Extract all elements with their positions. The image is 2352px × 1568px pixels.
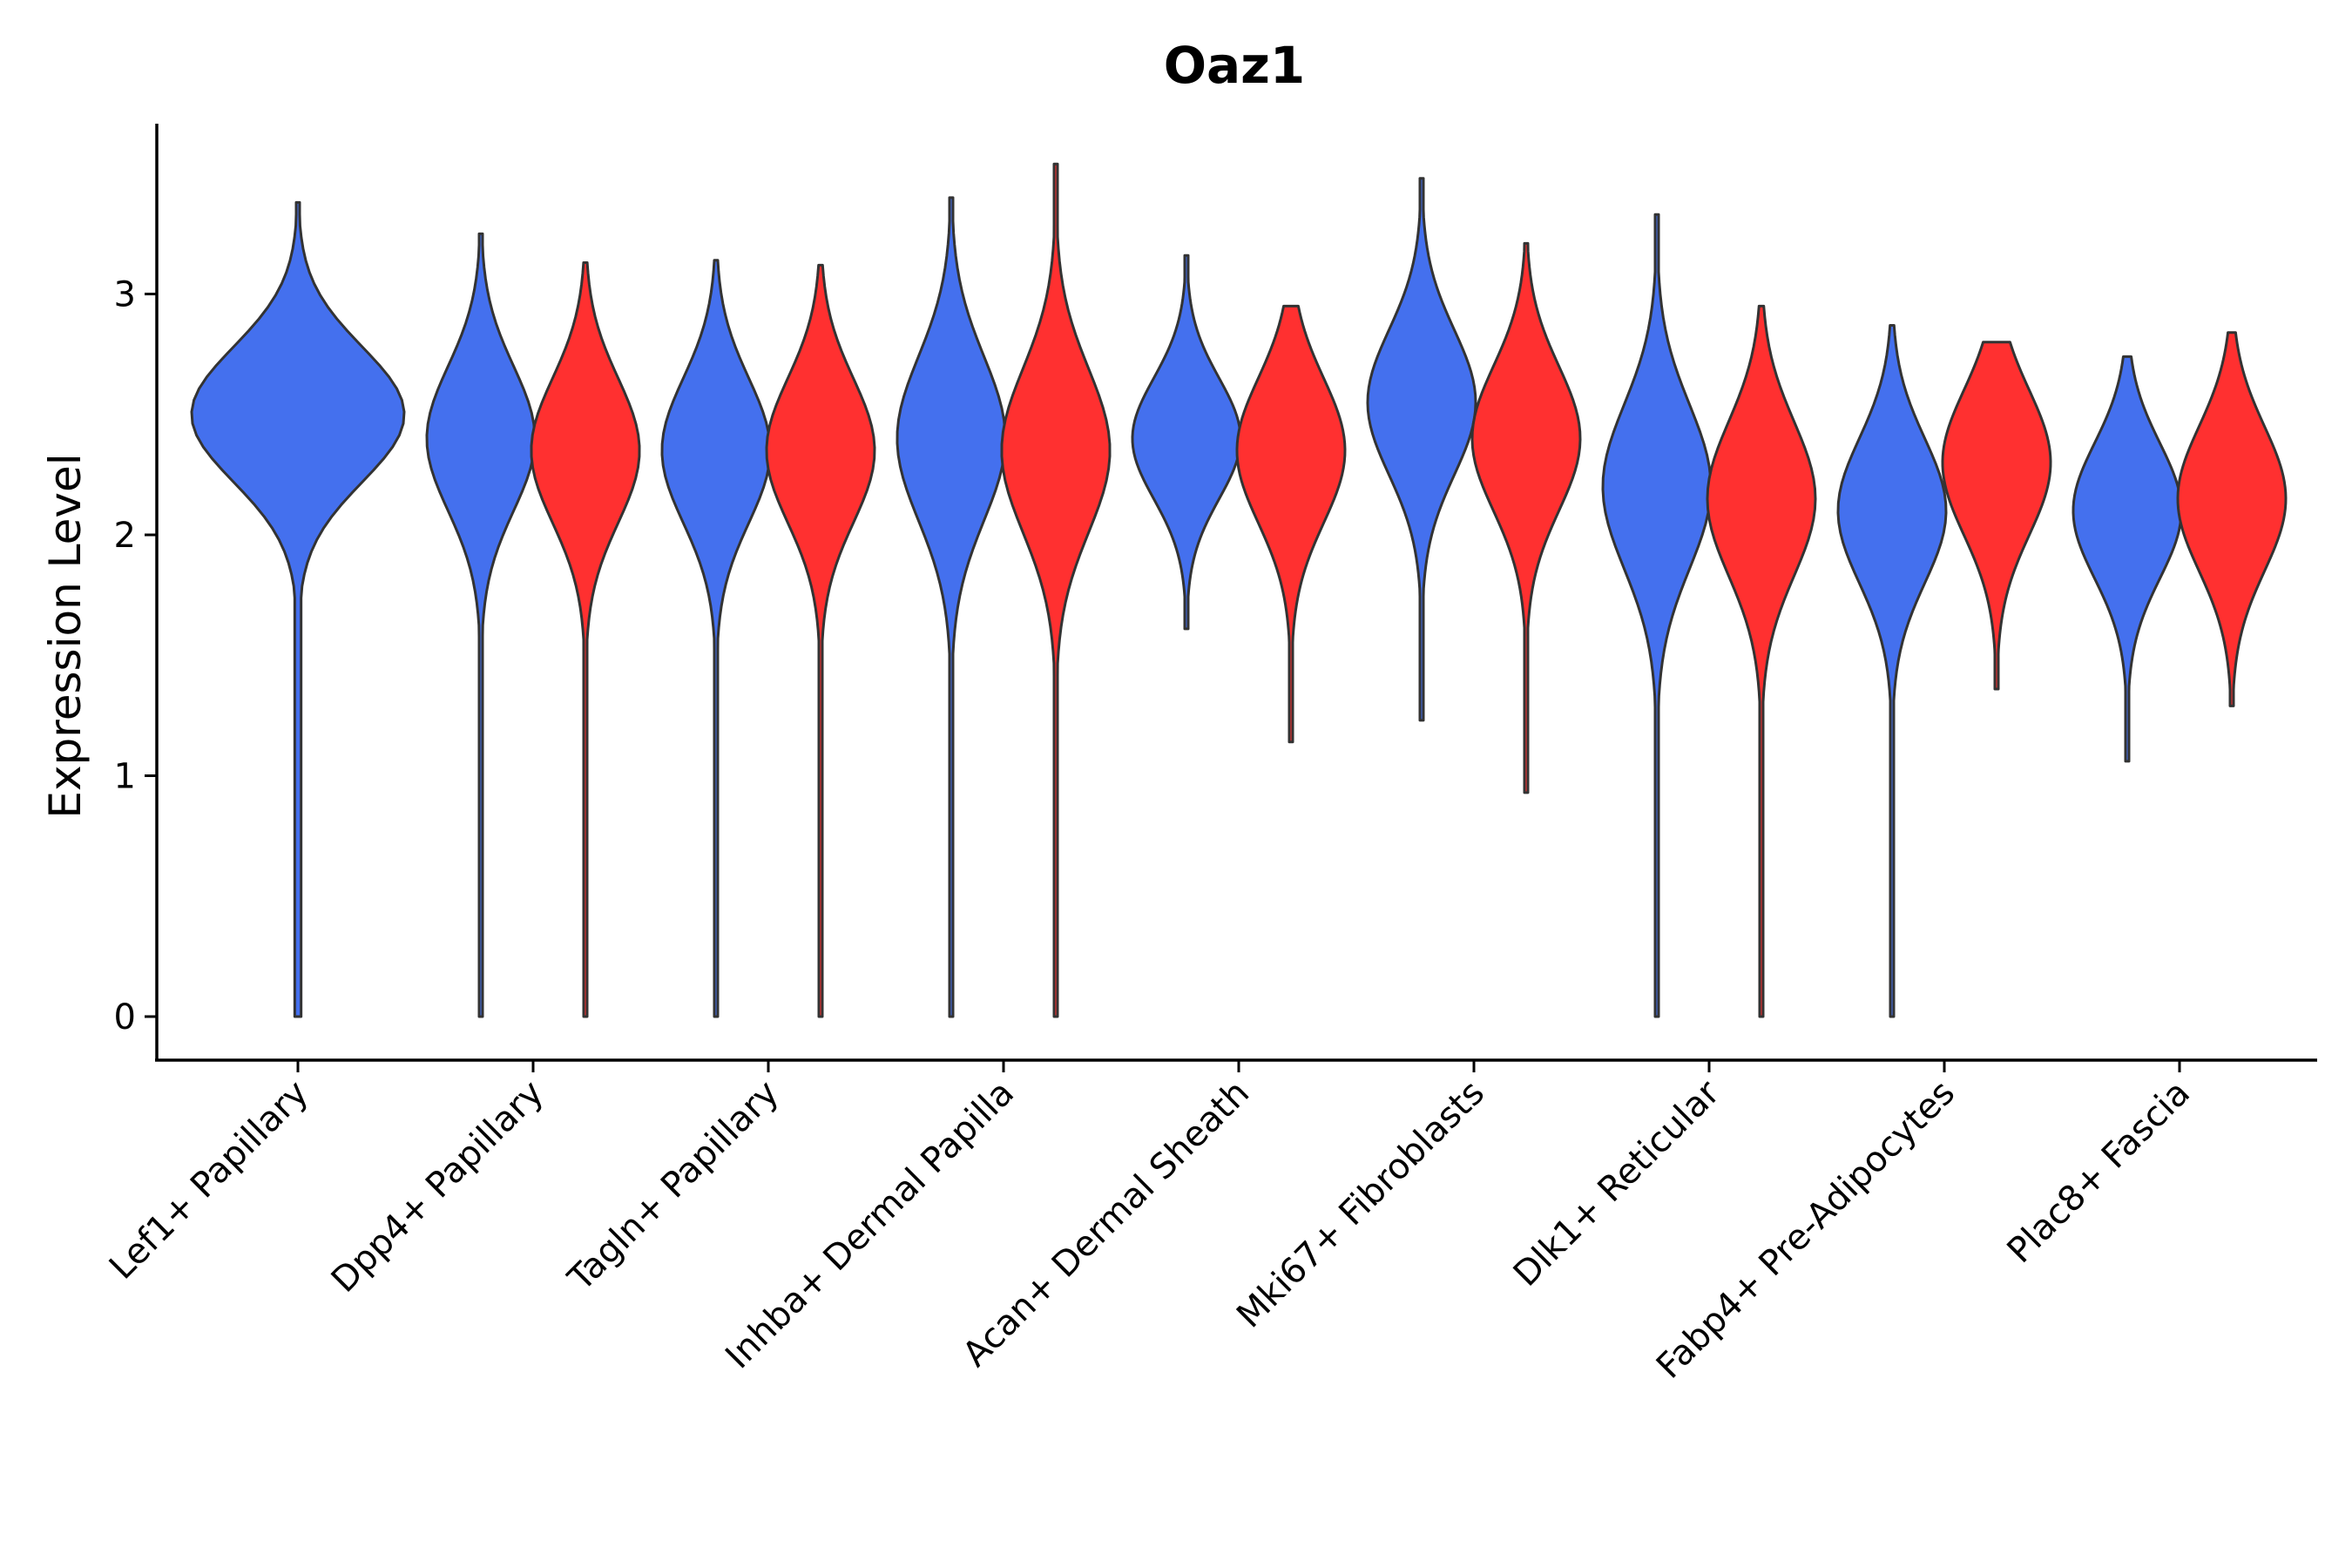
x-tick-label: Lef1+ Papillary: [102, 1073, 316, 1288]
violin-blue: [425, 232, 537, 1018]
x-tick-label: Dpp4+ Papillary: [324, 1073, 551, 1301]
y-axis-ticks: 0 1 2 3: [114, 275, 157, 1037]
x-tick-label: Mki67+ Fibroblasts: [1229, 1073, 1492, 1336]
x-tick-label: Tagln+ Papillary: [560, 1073, 787, 1300]
violin-blue: [660, 259, 772, 1018]
x-tick-label: Plac8+ Fascia: [2000, 1073, 2199, 1272]
y-tick-label: 1: [114, 757, 136, 797]
violin-blue: [1366, 177, 1477, 722]
violin-blue: [2072, 355, 2183, 763]
violin-blue: [896, 196, 1007, 1018]
violin-group: [190, 162, 2288, 1018]
violin-blue: [190, 200, 406, 1018]
violin-red: [1235, 304, 1347, 744]
x-tick-label: Dlk1+ Reticular: [1506, 1072, 1728, 1294]
y-tick-label: 2: [114, 516, 136, 556]
violin-red: [1941, 341, 2052, 691]
violin-blue: [1836, 323, 1948, 1018]
violin-red: [1706, 304, 1817, 1018]
violin-red: [1470, 241, 1582, 794]
violin-blue: [1601, 213, 1713, 1018]
violin-red: [1000, 162, 1112, 1018]
violin-red: [2176, 331, 2288, 707]
y-tick-label: 0: [114, 997, 136, 1037]
y-axis-label: Expression Level: [40, 453, 91, 818]
x-axis-ticks: Lef1+ Papillary Dpp4+ Papillary Tagln+ Pap…: [102, 1060, 2198, 1387]
y-tick-label: 3: [114, 275, 136, 315]
violin-red: [530, 261, 641, 1018]
violin-blue: [1131, 253, 1242, 631]
violin-red: [765, 263, 876, 1018]
chart-title: Oaz1: [1164, 36, 1306, 95]
